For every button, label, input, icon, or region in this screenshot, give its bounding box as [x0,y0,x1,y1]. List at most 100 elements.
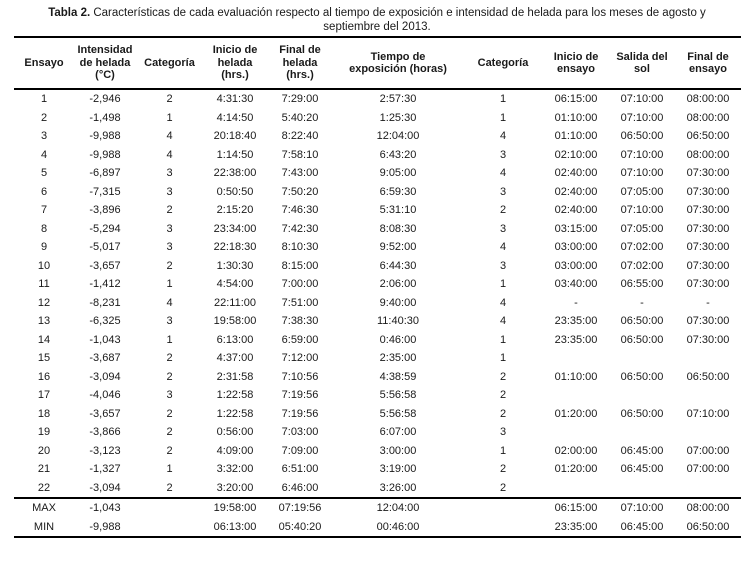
table-cell: -1,043 [89,333,121,346]
table-cell: 06:13:00 [213,520,257,533]
table-cell: 06:15:00 [554,93,598,105]
table-cell: 3 [499,185,507,198]
table-cell: 2 [166,481,173,494]
table-cell: -2,946 [89,93,121,105]
table-cell: 6:46:00 [281,481,319,494]
table-cell: 7:09:00 [281,444,319,457]
table-cell: 7:19:56 [281,407,319,420]
table-cell: 4 [499,241,507,253]
column-header-salida-sol: Salida del sol [616,50,668,76]
table-cell: 3:32:00 [216,463,254,475]
table-cell: 9:52:00 [379,241,417,253]
table-row: 18 -3,657 2 1:22:58 7:19:56 5:56:58 2 01:20:00 0… [14,405,741,424]
table-cell: 07:30:00 [686,222,730,235]
table-cell: -1,327 [89,463,121,475]
table-cell: 5:40:20 [281,111,319,124]
table-cell: -6,897 [89,167,121,179]
table-cell: 15 [37,352,51,364]
table-cell: -1,498 [89,111,121,124]
table-cell: -3,657 [89,259,121,272]
table-cell: -6,325 [89,315,121,327]
table-cell: 3:26:00 [379,481,417,494]
table-cell: 9:05:00 [379,167,417,179]
table-cell: 3 [166,167,173,179]
table-cell: 7:43:00 [281,167,319,179]
table-cell [675,423,741,442]
table-cell: 02:00:00 [554,444,598,457]
table-cell [463,518,543,538]
table-row: 5 -6,897 3 22:38:00 7:43:00 9:05:00 4 02:40:00 0… [14,164,741,183]
table-cell: 2 [499,407,507,420]
table-row: 1 -2,946 2 4:31:30 7:29:00 2:57:30 1 06:15:00 07… [14,89,741,109]
table-row: 20 -3,123 2 4:09:00 7:09:00 3:00:00 1 02:00:00 0… [14,442,741,461]
table-cell: 1 [40,93,48,105]
table-cell: 7 [40,204,48,216]
table-cell: 4:38:59 [379,370,417,383]
table-cell: 4 [499,315,507,327]
table-cell: 4:54:00 [216,278,254,290]
table-cell: 07:10:00 [620,167,664,179]
table-cell: 06:45:00 [620,520,664,533]
table-cell: 2 [499,389,507,401]
table-cell: 2 [40,111,48,124]
table-cell: 07:10:00 [620,93,664,105]
table-cell: 22:11:00 [213,296,256,309]
table-caption: Tabla 2. Características de cada evaluac… [22,7,732,34]
table-cell: 06:50:00 [620,315,664,327]
table-cell: 23:35:00 [554,315,598,327]
table-cell: 06:50:00 [620,407,664,420]
table-cell: 8:08:30 [379,222,417,235]
table-row: 4 -9,988 4 1:14:50 7:58:10 6:43:20 3 02:10:00 07… [14,146,741,165]
table-cell: 00:46:00 [376,520,420,533]
table-cell: 7:42:30 [281,222,319,235]
table-cell: 16 [37,370,51,383]
table-cell: 07:30:00 [686,241,730,253]
table-cell: 02:10:00 [554,148,598,161]
table-cell: 19 [37,426,51,438]
table-cell: 3 [166,315,173,327]
table-cell [675,386,741,405]
table-row: 22 -3,094 2 3:20:00 6:46:00 3:26:00 2 [14,479,741,499]
table-cell: 08:00:00 [686,93,730,105]
table-cell: 2 [166,426,173,438]
table-cell [543,479,609,499]
table-row: 8 -5,294 3 23:34:00 7:42:30 8:08:30 3 03:15:00 0… [14,220,741,239]
table-cell: 08:00:00 [686,111,730,124]
table-cell: 8 [40,222,48,235]
table-cell: 06:50:00 [620,370,664,383]
table-cell: 7:38:30 [281,315,319,327]
table-cell: 05:40:20 [278,520,322,533]
table-cell: 06:15:00 [554,502,598,514]
table-cell: 2 [166,444,173,457]
table-cell: 3 [499,426,507,438]
column-header-final-helada: Final de helada (hrs.) [279,44,321,82]
table-cell: 01:20:00 [554,407,598,420]
table-cell [463,498,543,518]
table-row: 7 -3,896 2 2:15:20 7:46:30 5:31:10 2 02:40:00 07… [14,201,741,220]
table-cell: 22:38:00 [213,167,257,179]
table-cell: 3 [40,130,48,142]
table-cell: 2 [166,259,173,272]
table-cell: 3 [499,148,507,161]
table-cell: 6 [40,185,48,198]
table-cell: 23:35:00 [554,520,598,533]
table-cell: 5:31:10 [379,204,417,216]
table-cell: -3,687 [89,352,121,364]
table-cell: 6:07:00 [379,426,417,438]
table-cell: -3,657 [89,407,121,420]
table-cell: 2:35:00 [379,352,417,364]
table-caption-text: Características de cada evaluación respe… [93,7,706,33]
table-cell: 06:45:00 [620,463,664,475]
table-cell: 2:31:58 [216,370,254,383]
table-cell: 8:10:30 [281,241,319,253]
table-cell [136,498,203,518]
table-cell: 3:19:00 [379,463,417,475]
table-cell: -1,412 [89,278,121,290]
table-cell: 4:31:30 [216,93,254,105]
table-cell: 2 [499,463,507,475]
table-cell: 07:19:56 [278,502,322,514]
summary-row: MAX -1,043 19:58:00 07:19:56 12:04:00 06:15:0… [14,498,741,518]
table-cell: -7,315 [89,185,121,198]
table-cell: - [706,296,710,309]
table-cell: -5,294 [89,222,121,235]
